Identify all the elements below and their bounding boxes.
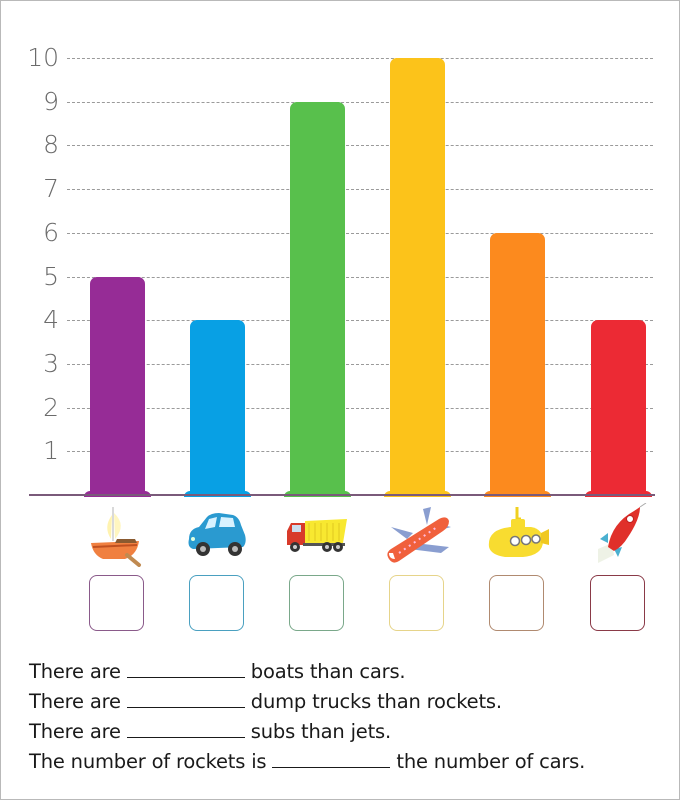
answer-box-dump-trucks[interactable] [289,575,344,631]
x-axis-baseline [29,494,655,496]
answer-blank[interactable] [126,719,245,738]
answer-blank[interactable] [272,749,391,768]
y-tick-label: 1 [43,436,59,466]
sentence-4: The number of rockets is the number of ca… [29,747,585,777]
bar-foot [584,490,652,497]
gridline [67,320,653,322]
sentence-text-before: There are [29,660,121,683]
sentence-text-before: The number of rockets is [29,750,267,773]
bar-cars [183,320,251,497]
gridline [67,232,653,234]
gridline [67,145,653,147]
bar-foot [483,490,551,497]
bar-boats [83,276,151,497]
answer-blank[interactable] [126,659,245,678]
gridline [67,189,653,191]
answer-blank[interactable] [126,689,245,708]
rocket-icon [578,502,658,567]
y-tick-label: 9 [43,86,59,116]
jet-icon [377,503,457,567]
bar-chart: 1 2 3 4 5 6 7 8 9 10 [1,1,680,501]
y-tick-label: 8 [43,130,59,160]
y-tick-label: 3 [43,348,59,378]
y-tick-label: 6 [43,217,59,247]
gridline [67,407,653,409]
gridline [67,58,653,59]
sentence-text-before: There are [29,720,121,743]
sentence-3: There are subs than jets. [29,717,585,747]
y-tick-label: 4 [43,305,59,335]
bar-foot [183,490,251,497]
sentence-text-after: subs than jets. [250,720,391,743]
y-tick-label: 10 [27,43,59,72]
y-tick-label: 2 [43,392,59,422]
sentence-text-after: the number of cars. [396,750,586,773]
sentence-text-after: boats than cars. [250,660,406,683]
fill-in-sentences: There are boats than cars. There are dump … [29,657,585,777]
gridline [67,276,653,278]
bar-jets [383,58,451,497]
answer-box-jets[interactable] [389,575,444,631]
bar-foot [283,490,351,497]
sentence-text-before: There are [29,690,121,713]
answer-box-boats[interactable] [89,575,144,631]
dump-truck-icon [277,503,357,567]
answer-box-cars[interactable] [189,575,244,631]
submarine-icon [477,503,557,567]
sentence-1: There are boats than cars. [29,657,585,687]
sentence-2: There are dump trucks than rockets. [29,687,585,717]
gridline [67,363,653,365]
answer-box-subs[interactable] [489,575,544,631]
bar-rockets [584,320,652,497]
y-tick-label: 7 [43,174,59,204]
boat-icon [77,503,157,567]
bar-subs [483,232,551,497]
gridline [67,451,653,453]
answer-box-rockets[interactable] [590,575,645,631]
gridline [67,101,653,103]
sentence-text-after: dump trucks than rockets. [250,690,502,713]
car-icon [177,503,257,567]
bar-dump-trucks [283,101,351,497]
y-tick-label: 5 [43,261,59,291]
